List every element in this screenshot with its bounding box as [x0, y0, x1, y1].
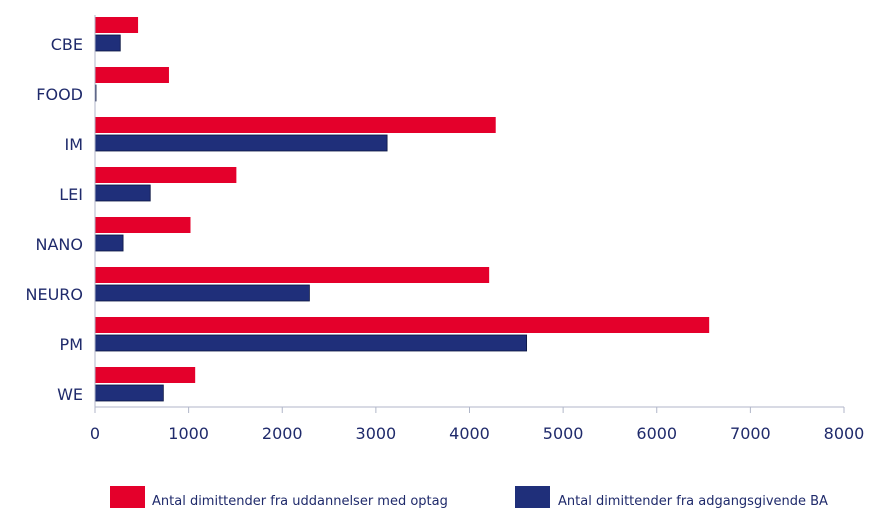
bar-lei-series-1: [95, 167, 237, 183]
category-label-cbe: CBE: [51, 35, 83, 54]
bar-im-series-2: [94, 134, 388, 152]
category-label-food: FOOD: [36, 85, 83, 104]
x-tick-label: 0: [90, 424, 100, 443]
bar-neuro-series-1: [95, 267, 490, 283]
bar-pm-series-1: [95, 317, 710, 333]
x-tick-label: 4000: [449, 424, 490, 443]
legend: Antal dimittender fra uddannelser med op…: [110, 486, 828, 508]
bar-pm-series-2: [94, 334, 528, 352]
bar-we-series-1: [95, 367, 196, 383]
category-label-im: IM: [64, 135, 83, 154]
x-tick-label: 3000: [356, 424, 397, 443]
x-tick-label: 2000: [262, 424, 303, 443]
legend-swatch-series-2: [515, 486, 550, 508]
bar-im-series-1: [95, 117, 496, 133]
bars-layer: [94, 17, 710, 402]
legend-swatch-series-1: [110, 486, 145, 508]
bar-nano-series-2: [94, 234, 124, 252]
x-tick-label: 8000: [824, 424, 865, 443]
category-label-pm: PM: [60, 335, 83, 354]
x-axis: 0 1000 2000 3000 4000 5000 6000 7000 8000: [90, 15, 864, 443]
bar-neuro-series-2: [94, 284, 310, 302]
x-tick-label: 5000: [543, 424, 584, 443]
category-label-lei: LEI: [59, 185, 83, 204]
bar-food-series-1: [95, 67, 169, 83]
bar-cbe-series-2: [94, 34, 121, 52]
category-label-we: WE: [57, 385, 83, 404]
x-tick-label: 7000: [730, 424, 771, 443]
bar-cbe-series-1: [95, 17, 139, 33]
bar-nano-series-1: [95, 217, 191, 233]
bar-lei-series-2: [94, 184, 151, 202]
category-labels: CBE FOOD IM LEI NANO NEURO PM WE: [26, 35, 84, 404]
legend-label-series-2: Antal dimittender fra adgangsgivende BA: [558, 494, 828, 508]
x-tick-label: 1000: [168, 424, 209, 443]
x-tick-label: 6000: [636, 424, 677, 443]
category-label-nano: NANO: [36, 235, 83, 254]
bar-we-series-2: [94, 384, 164, 402]
category-label-neuro: NEURO: [26, 285, 84, 304]
legend-label-series-1: Antal dimittender fra uddannelser med op…: [152, 494, 448, 508]
